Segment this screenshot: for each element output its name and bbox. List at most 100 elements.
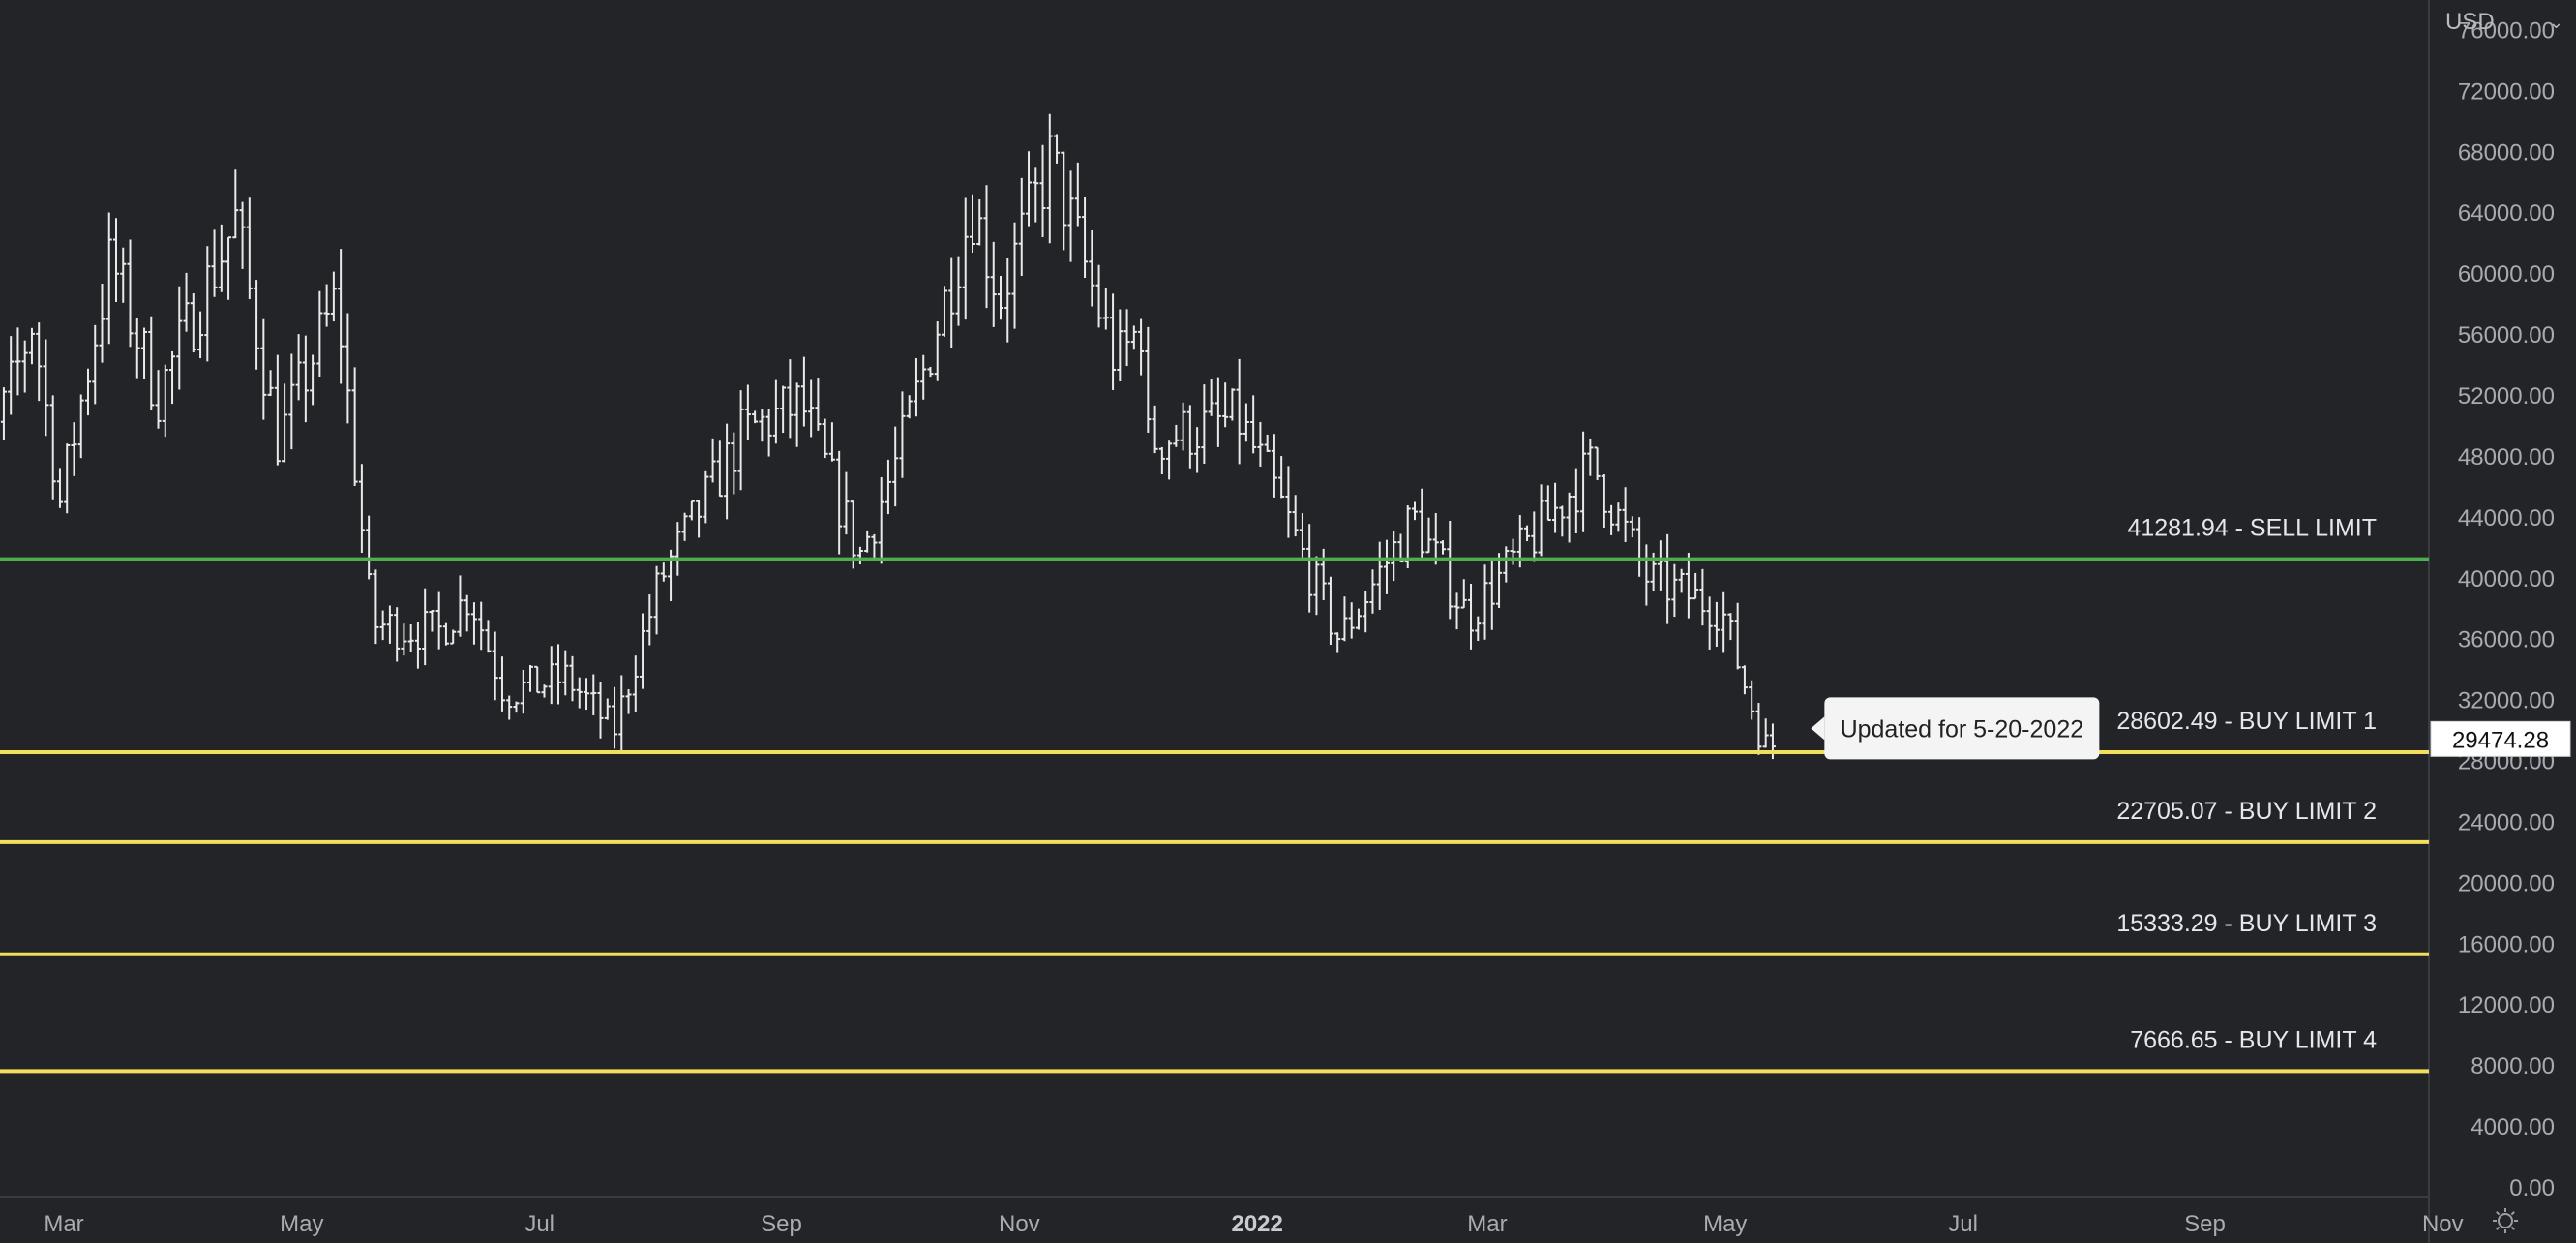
ohlc-bar (724, 423, 731, 520)
ohlc-bar (288, 353, 295, 450)
ohlc-bar (513, 701, 520, 713)
ohlc-bar (1334, 632, 1341, 653)
ohlc-bar (681, 512, 688, 541)
ohlc-bar (492, 631, 498, 701)
ohlc-bar (1692, 572, 1699, 600)
ohlc-bar (77, 394, 84, 459)
ohlc-bar (49, 395, 56, 500)
ohlc-bar (1054, 134, 1061, 164)
chevron-down-icon: ⌄ (2548, 12, 2563, 32)
ohlc-bar (21, 340, 28, 393)
x-tick-label: Sep (761, 1211, 802, 1237)
gear-icon[interactable] (2491, 1206, 2520, 1235)
ohlc-bar (934, 321, 941, 381)
ohlc-bar (998, 276, 1004, 320)
ohlc-bar (450, 629, 457, 645)
ohlc-bar (464, 594, 470, 632)
ohlc-bar (218, 224, 225, 292)
ohlc-bar (1566, 492, 1573, 543)
update-callout: Updated for 5-20-2022 (1811, 697, 2100, 760)
ohlc-bar (884, 459, 891, 515)
ohlc-bar (1538, 484, 1544, 557)
ohlc-bar (1011, 222, 1018, 329)
ohlc-bar (562, 650, 569, 696)
ohlc-bar (260, 318, 267, 420)
ohlc-bar (1033, 167, 1039, 223)
ohlc-bar (498, 656, 505, 712)
ohlc-bar (878, 476, 884, 564)
ohlc-bar (1706, 596, 1713, 650)
ohlc-bar (28, 327, 35, 365)
ohlc-bar (1531, 511, 1538, 562)
ohlc-bar (808, 379, 815, 438)
ohlc-bar (548, 646, 554, 705)
y-tick-label: 60000.00 (2458, 261, 2555, 288)
ohlc-bar (316, 290, 323, 377)
y-tick-label: 12000.00 (2458, 992, 2555, 1018)
x-tick-label: 2022 (1231, 1211, 1282, 1237)
ohlc-bar (1250, 395, 1257, 454)
ohlc-bar (1110, 293, 1117, 390)
y-tick-label: 32000.00 (2458, 688, 2555, 714)
y-tick-label: 20000.00 (2458, 870, 2555, 896)
ohlc-bar (274, 354, 281, 466)
ohlc-bar (1440, 540, 1447, 555)
ohlc-bar (597, 682, 604, 739)
ohlc-bar (204, 246, 211, 362)
ohlc-bar (64, 443, 71, 514)
ohlc-bar (8, 336, 15, 415)
ohlc-bar (871, 533, 878, 561)
ohlc-bar (674, 522, 681, 576)
ohlc-bar (1194, 427, 1201, 473)
y-tick-label: 36000.00 (2458, 627, 2555, 653)
ohlc-bar (752, 410, 759, 424)
ohlc-bar (660, 562, 667, 582)
y-tick-label: 4000.00 (2471, 1114, 2555, 1140)
ohlc-bar (15, 327, 21, 396)
ohlc-bar (1419, 488, 1425, 561)
ohlc-bar (1622, 487, 1629, 542)
ohlc-bar (1601, 473, 1607, 529)
ohlc-bar (604, 698, 611, 720)
limit-levels: 41281.94 - SELL LIMIT 28602.49 - BUY LIMI… (0, 515, 2429, 1074)
ohlc-bar (703, 470, 709, 524)
price-axis[interactable]: 0.00 4000.00 8000.00 12000.00 16000.00 20000.… (2458, 17, 2555, 1201)
ohlc-bar (1299, 513, 1305, 561)
ohlc-bar (899, 391, 906, 478)
ohlc-bar (618, 675, 625, 751)
ohlc-bar (1026, 151, 1033, 227)
ohlc-bar (1573, 468, 1579, 533)
ohlc-bar (99, 283, 105, 363)
ohlc-bar (1292, 495, 1299, 537)
x-tick-label: Mar (1467, 1211, 1507, 1237)
ohlc-bar (386, 605, 393, 644)
y-tick-label: 52000.00 (2458, 383, 2555, 409)
ohlc-bar (338, 249, 344, 384)
ohlc-bar (1721, 591, 1727, 653)
x-tick-label: Nov (999, 1211, 1040, 1237)
ohlc-bar (1243, 403, 1249, 442)
currency-selector[interactable]: USD ⌄ (2445, 8, 2571, 37)
time-axis[interactable]: Mar May Jul Sep Nov 2022 Mar May Jul Sep Nov (44, 1211, 2463, 1237)
ohlc-bar (1734, 602, 1741, 670)
y-tick-label: 72000.00 (2458, 78, 2555, 105)
ohlc-bar (1671, 563, 1678, 618)
chart-overlays: Updated for 5-20-2022 29474.28 (1811, 697, 2571, 760)
ohlc-bar (1544, 485, 1551, 522)
y-tick-label: 24000.00 (2458, 809, 2555, 835)
ohlc-bar (1067, 170, 1074, 262)
ohlc-bar (1152, 405, 1158, 454)
ohlc-bar (0, 387, 7, 440)
ohlc-bar (84, 368, 91, 416)
ohlc-bar (1460, 579, 1467, 609)
ohlc-bar (1383, 539, 1390, 594)
ohlc-bar (576, 677, 583, 709)
ohlc-bar (1320, 548, 1327, 601)
ohlc-bar (1082, 197, 1089, 278)
ohlc-bar (1615, 502, 1622, 532)
ohlc-bar (183, 272, 190, 332)
ohlc-bar (1482, 564, 1488, 640)
ohlc-bar (1608, 504, 1615, 535)
ohlc-bar (983, 185, 990, 309)
